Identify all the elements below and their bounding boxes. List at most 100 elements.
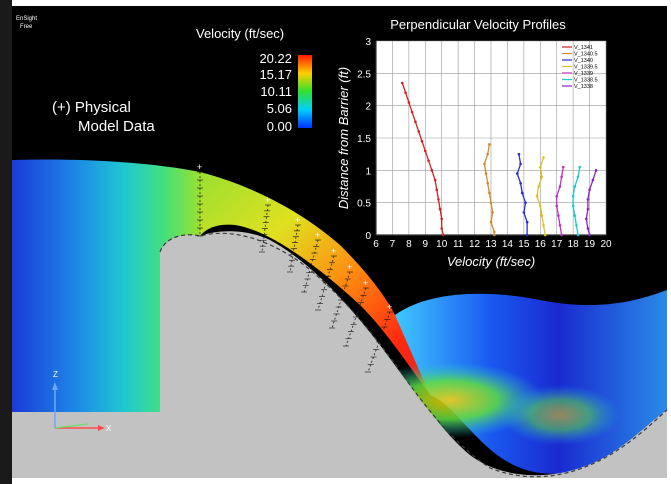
data-point [537,185,540,188]
data-point [488,143,491,146]
data-point [555,194,559,198]
x-tick-label: 18 [568,239,580,250]
data-point [575,224,578,227]
colorbar-gradient [298,55,312,128]
data-point [404,91,407,95]
model-marker: + [363,278,368,288]
colorbar-tick: 5.06 [267,101,292,116]
data-point [483,162,486,166]
data-point [519,162,522,166]
data-point [442,233,445,237]
spillway-flow [200,172,435,395]
x-tick-label: 12 [469,239,481,250]
x-tick-label: 15 [518,239,530,250]
data-point [586,227,590,230]
data-point [561,165,565,169]
data-point [437,198,440,201]
data-point [588,188,591,192]
model-marker: + [265,195,270,205]
series-line [556,166,564,236]
data-point [586,198,590,201]
upstream-flow [12,159,200,412]
data-point [438,207,442,211]
data-point [558,185,562,188]
data-point [538,204,542,208]
data-point [407,101,411,104]
data-point [594,169,598,172]
data-point [586,207,590,211]
colorbar-tick: 20.22 [259,51,292,66]
legend-label: V_1340.5 [574,52,598,58]
data-point [519,181,522,185]
model-profile-line [303,239,319,293]
legend-label: V_1339 [574,71,593,77]
data-point [522,211,526,214]
y-tick-labels: 0 0.5 1 1.5 2 2.5 3 [357,37,371,242]
data-point [423,149,427,153]
colorbar-title: Velocity (ft/sec) [196,26,284,41]
data-point [542,224,545,227]
data-point [414,120,417,124]
data-point [560,233,563,237]
data-point [520,191,524,195]
data-point [591,178,595,182]
model-marker: + [197,162,202,172]
model-marker: + [347,262,352,272]
data-point [525,220,529,224]
x-tick-label: 17 [551,239,563,250]
annotation-line1: (+) Physical [52,99,131,116]
x-tick-label: 11 [453,239,464,250]
data-point [555,204,559,208]
data-point [410,110,414,114]
model-profile-line [367,311,391,373]
data-point [433,178,437,182]
x-tick-labels: 6 7 8 9 10 11 12 13 14 15 16 17 18 19 20 [373,239,612,250]
data-point [491,211,494,214]
data-point [427,159,430,162]
data-point [576,175,580,179]
y-tick-label: 0.5 [357,199,371,210]
data-point [524,201,527,204]
data-point [588,233,591,237]
data-point [430,169,434,172]
data-point [560,175,563,179]
logo-line1: EnSight [16,16,37,22]
series-layer [400,81,598,237]
data-point [515,172,519,175]
legend-label: V_1339.5 [574,65,598,71]
data-point [542,156,545,159]
data-point [557,214,560,217]
data-point [492,233,496,237]
legend-label: V_1341 [574,45,593,51]
data-point [525,233,529,237]
x-tick-label: 16 [535,239,547,250]
x-axis-label: Velocity (ft/sec) [447,254,535,269]
triad-z-label: Z [53,370,58,379]
x-tick-label: 10 [436,239,448,250]
model-marker: + [295,215,300,225]
model-marker: + [315,230,320,240]
data-point [578,165,582,169]
colorbar-tick: 0.00 [267,119,292,134]
legend-label: V_1338 [574,84,593,90]
x-tick-label: 13 [485,239,497,250]
data-point [543,233,547,237]
colorbar-tick: 15.17 [259,67,292,82]
axes-triad: Z X [52,370,112,433]
triad-x-label: X [106,424,112,433]
data-point [400,81,404,85]
data-point [571,204,575,208]
data-point [538,165,542,169]
data-point [540,214,544,217]
data-point [440,217,444,221]
x-tick-label: 8 [406,239,412,250]
data-point [573,185,577,188]
data-point [573,214,577,217]
data-point [435,188,439,192]
data-point [540,175,544,179]
legend: V_1341V_1340.5V_1340V_1339.5V_1339V_1338… [562,45,598,90]
x-tick-label: 9 [423,239,429,250]
y-tick-label: 0 [365,231,371,242]
series-line [585,170,597,236]
